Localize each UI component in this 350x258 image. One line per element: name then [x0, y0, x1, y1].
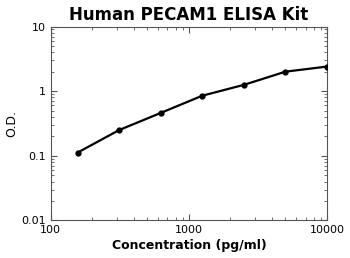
Y-axis label: O.D.: O.D.	[6, 110, 19, 137]
Title: Human PECAM1 ELISA Kit: Human PECAM1 ELISA Kit	[69, 6, 308, 23]
X-axis label: Concentration (pg/ml): Concentration (pg/ml)	[112, 239, 266, 252]
